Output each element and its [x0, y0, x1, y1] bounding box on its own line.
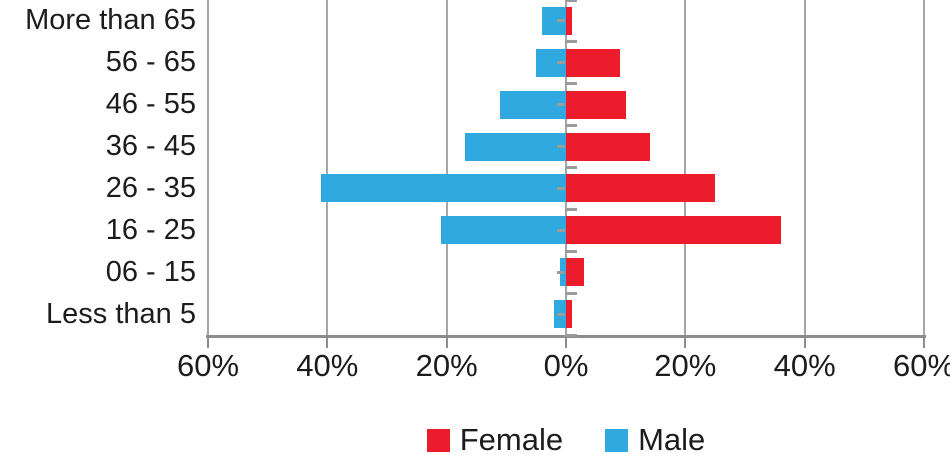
x-axis-tick: [565, 335, 567, 348]
female-bar-5: [566, 174, 716, 203]
category-label: More than 65: [25, 4, 196, 37]
x-axis-labels: 60% 40% 20% 0% 20% 40% 60%: [177, 348, 950, 392]
female-bar-4: [566, 132, 650, 161]
category-label: Less than 5: [46, 297, 196, 330]
category-label: 16 - 25: [105, 213, 196, 246]
category-axis-center-tick: [557, 103, 565, 107]
x-axis-tick: [803, 335, 806, 348]
x-axis-tick-label: 20%: [415, 348, 478, 383]
gridline-40%: [803, 0, 806, 335]
category-axis-boundary-tick: [565, 291, 577, 295]
y-axis-labels: More than 65 56 - 65 46 - 55 36 - 45 26 - 35…: [0, 0, 196, 335]
female-bar-7: [566, 258, 584, 287]
category-axis-boundary-tick: [565, 0, 577, 2]
category-label: 06 - 15: [105, 255, 196, 288]
category-axis-center-tick: [557, 145, 565, 149]
category-axis-center-tick: [557, 61, 565, 65]
category-axis-center-tick: [557, 19, 565, 23]
category-axis-boundary-tick: [565, 249, 577, 253]
x-axis-tick: [684, 335, 687, 348]
legend: Female Male: [208, 420, 924, 460]
x-axis-tick-label: 40%: [296, 348, 359, 383]
male-bar-4: [464, 132, 566, 161]
plot-area: [206, 0, 926, 348]
category-label: 46 - 55: [105, 88, 196, 121]
x-axis-tick-label: 20%: [654, 348, 717, 383]
category-axis-boundary-tick: [565, 166, 577, 169]
gridline-60%: [207, 0, 209, 335]
x-axis-tick-label: 60%: [892, 348, 950, 383]
female-bar-3: [566, 90, 626, 119]
legend-item-male: Male: [605, 422, 705, 458]
male-bar-3: [500, 90, 566, 119]
gridline-60%: [923, 0, 925, 335]
category-label: 36 - 45: [105, 130, 196, 163]
female-bar-8: [566, 300, 572, 329]
male-bar-1: [542, 6, 566, 35]
gridline-40%: [326, 0, 329, 335]
female-legend-swatch-icon: [426, 428, 450, 452]
category-axis-center-tick: [557, 186, 565, 190]
x-axis-tick-label: 60%: [176, 348, 240, 383]
female-legend-label: Female: [459, 422, 564, 457]
female-bar-2: [566, 48, 620, 77]
category-axis-boundary-tick: [565, 124, 577, 128]
category-label: 26 - 35: [105, 171, 196, 204]
legend-item-female: Female: [426, 422, 564, 458]
x-axis-line: [206, 335, 926, 338]
category-axis-boundary-tick: [565, 207, 577, 211]
male-bar-6: [440, 216, 566, 245]
male-legend-label: Male: [638, 422, 706, 457]
x-axis-tick-label: 40%: [773, 348, 836, 383]
x-axis-tick: [326, 335, 329, 348]
x-axis-tick: [207, 335, 209, 348]
x-axis-tick: [923, 335, 925, 348]
category-axis-center-tick: [557, 312, 565, 316]
gridline-20%: [684, 0, 687, 335]
category-axis-boundary-tick: [565, 333, 577, 337]
male-bar-5: [321, 174, 566, 203]
category-axis-boundary-tick: [565, 40, 577, 44]
category-label: 56 - 65: [105, 46, 196, 79]
female-bar-6: [566, 216, 781, 245]
category-axis-boundary-tick: [565, 82, 577, 86]
category-axis-center-tick: [557, 270, 565, 274]
x-axis-tick-label: 0%: [543, 348, 589, 383]
gridline-20%: [445, 0, 448, 335]
category-axis-center-tick: [557, 228, 565, 232]
female-bar-1: [566, 6, 572, 35]
male-legend-swatch-icon: [605, 428, 629, 452]
x-axis-tick: [445, 335, 448, 348]
